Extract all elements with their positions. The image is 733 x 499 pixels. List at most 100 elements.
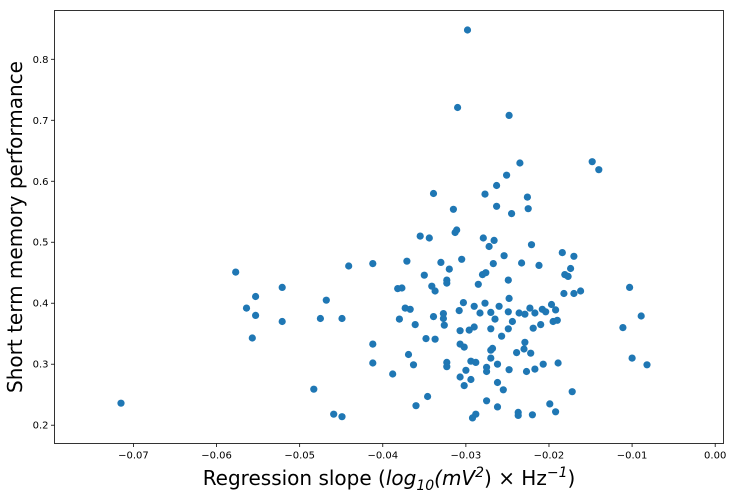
data-point <box>453 226 461 234</box>
data-point <box>470 323 478 331</box>
data-point <box>547 300 556 309</box>
data-point <box>535 261 543 269</box>
data-point <box>568 388 576 396</box>
x-tick-label: −0.04 <box>367 451 398 462</box>
x-tick-label: −0.06 <box>201 451 232 462</box>
y-tick-label: 0.7 <box>33 116 49 127</box>
data-point <box>529 324 537 332</box>
y-axis-label: Short term memory performance <box>3 61 27 393</box>
data-point <box>493 378 502 387</box>
data-point <box>527 241 536 249</box>
data-point <box>460 382 468 390</box>
data-point <box>487 308 495 316</box>
data-point <box>472 410 480 418</box>
y-tick-label: 0.4 <box>33 299 49 310</box>
data-point <box>560 289 568 298</box>
data-point <box>528 411 537 419</box>
data-point <box>338 413 346 421</box>
data-point <box>487 325 495 333</box>
data-point <box>406 305 414 313</box>
data-point <box>345 262 353 270</box>
data-point <box>242 304 251 312</box>
data-point <box>518 259 526 267</box>
data-point <box>500 252 508 260</box>
data-point <box>489 260 497 268</box>
data-point <box>322 296 330 304</box>
data-point <box>487 354 495 362</box>
x-tick-label: −0.03 <box>451 451 482 462</box>
data-point <box>431 287 439 295</box>
data-point <box>458 255 466 263</box>
data-point <box>508 210 516 218</box>
data-point <box>570 252 578 260</box>
data-point <box>316 314 324 323</box>
data-point <box>404 350 413 359</box>
data-point <box>515 309 523 317</box>
data-point <box>403 257 411 265</box>
data-point <box>481 190 489 198</box>
data-point <box>412 402 420 410</box>
y-tick-label: 0.6 <box>33 177 49 188</box>
data-point <box>338 314 346 323</box>
data-point <box>454 103 462 112</box>
data-point <box>490 236 498 244</box>
data-point <box>420 271 428 279</box>
data-point <box>564 272 572 280</box>
data-point <box>628 354 636 362</box>
data-point <box>626 283 634 291</box>
data-point <box>460 343 468 351</box>
data-point <box>330 410 338 418</box>
x-axis-ticks: −0.07 −0.06 −0.05 −0.04 −0.03 −0.02 −0.01 0.00 <box>118 443 726 462</box>
data-point <box>476 309 484 317</box>
data-point <box>252 292 260 301</box>
data-point <box>637 312 645 320</box>
y-tick-label: 0.3 <box>33 360 49 371</box>
data-point <box>493 403 502 411</box>
data-point <box>504 325 512 333</box>
data-point <box>437 258 445 266</box>
data-point <box>521 310 529 318</box>
data-point <box>499 386 507 394</box>
data-point <box>443 363 451 371</box>
data-point <box>278 317 286 326</box>
data-point <box>117 399 125 407</box>
data-point <box>411 321 419 329</box>
x-tick-label: −0.07 <box>118 451 149 462</box>
data-point <box>416 232 424 240</box>
data-point <box>369 359 377 367</box>
data-point <box>514 411 522 419</box>
data-point <box>481 299 489 307</box>
data-point <box>553 316 561 324</box>
data-point <box>456 373 464 381</box>
data-point <box>479 234 487 242</box>
data-point <box>595 166 603 174</box>
data-point <box>495 302 503 310</box>
data-point <box>463 26 472 34</box>
data-point <box>398 284 406 292</box>
data-point <box>619 324 627 332</box>
data-point <box>505 366 513 374</box>
data-point <box>539 360 547 368</box>
data-point <box>252 311 260 319</box>
data-point <box>505 294 513 302</box>
data-point <box>524 205 532 213</box>
data-point <box>443 279 451 287</box>
data-point <box>395 315 403 323</box>
data-point <box>522 367 531 376</box>
data-point <box>467 375 475 384</box>
data-point <box>491 315 499 323</box>
data-point <box>552 306 560 314</box>
data-point <box>472 358 480 366</box>
data-point <box>369 340 377 348</box>
data-point <box>482 269 490 277</box>
data-point <box>493 181 501 190</box>
data-point <box>527 349 535 357</box>
data-point <box>278 283 286 291</box>
data-point <box>567 264 575 273</box>
data-point <box>483 397 491 405</box>
data-point <box>483 367 491 376</box>
data-point <box>248 334 256 342</box>
data-point <box>537 321 545 329</box>
data-point <box>558 249 566 257</box>
data-point <box>531 309 539 317</box>
